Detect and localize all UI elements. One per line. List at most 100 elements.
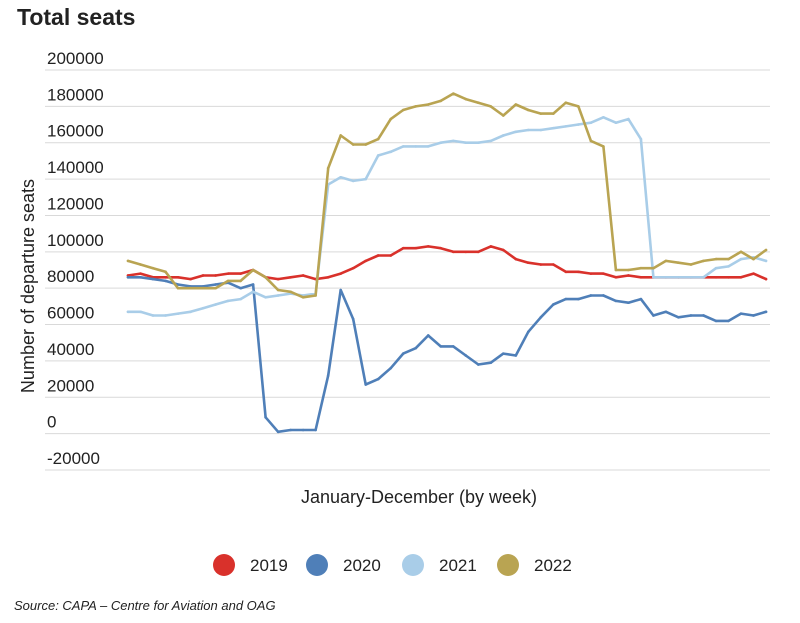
data-point <box>139 310 142 314</box>
data-point <box>314 428 317 432</box>
data-point <box>527 261 530 265</box>
data-point <box>552 263 555 266</box>
y-tick-label: 160000 <box>47 122 104 141</box>
data-point <box>276 277 280 281</box>
data-point <box>326 275 330 279</box>
data-point <box>226 272 230 275</box>
data-point <box>689 275 693 279</box>
data-point <box>214 303 217 306</box>
data-point <box>376 137 380 141</box>
data-point <box>739 312 743 315</box>
data-point <box>364 177 367 181</box>
data-point <box>401 246 405 250</box>
y-tick-label: -20000 <box>47 449 100 468</box>
data-point <box>527 330 530 334</box>
data-point <box>664 259 668 263</box>
data-point <box>727 275 730 279</box>
data-point <box>639 275 643 279</box>
data-point <box>339 134 342 137</box>
x-axis-title: January-December (by week) <box>301 487 537 507</box>
data-point <box>276 288 280 292</box>
data-point <box>401 108 405 112</box>
data-point <box>339 272 342 275</box>
data-point <box>589 294 593 297</box>
data-point <box>414 246 418 250</box>
data-point <box>714 266 718 270</box>
data-point <box>501 134 505 137</box>
legend-item-2021: 2021 <box>402 554 477 576</box>
data-point <box>126 259 130 263</box>
data-point <box>251 290 255 294</box>
data-point <box>539 315 543 319</box>
data-point <box>552 303 555 306</box>
data-point <box>314 294 317 297</box>
data-point <box>389 254 393 257</box>
data-point <box>451 250 455 254</box>
data-point <box>476 250 480 254</box>
data-point <box>326 374 330 377</box>
data-point <box>151 266 155 270</box>
data-point <box>514 257 518 261</box>
gridlines <box>45 69 770 471</box>
data-point <box>451 92 455 95</box>
source-note: Source: CAPA – Centre for Aviation and O… <box>14 598 276 613</box>
series-2022 <box>126 92 768 299</box>
data-point <box>451 139 455 143</box>
data-point <box>627 301 630 305</box>
y-axis-tick-labels: -20000 0 20000 40000 60000 80000 100000 120000 1… <box>47 49 104 468</box>
data-point <box>239 279 242 283</box>
data-point <box>589 121 593 125</box>
data-point <box>439 141 443 145</box>
data-point <box>664 275 668 279</box>
data-point <box>602 115 605 119</box>
data-point <box>301 274 305 277</box>
legend-label: 2019 <box>250 556 288 575</box>
data-point <box>664 310 668 314</box>
data-point <box>414 346 418 350</box>
data-point <box>739 257 743 261</box>
data-point <box>577 123 580 126</box>
data-point <box>639 297 643 301</box>
data-point <box>276 294 280 297</box>
data-point <box>226 299 230 303</box>
data-point <box>514 354 518 357</box>
legend-swatch <box>213 554 235 576</box>
data-point <box>552 112 555 115</box>
data-point <box>439 246 443 250</box>
data-point <box>201 286 205 290</box>
data-point <box>201 274 205 277</box>
data-point <box>577 270 580 274</box>
data-point <box>164 279 167 283</box>
data-point <box>351 179 355 183</box>
y-tick-label: 140000 <box>47 158 104 177</box>
data-point <box>752 314 755 317</box>
data-point <box>702 259 705 263</box>
data-point <box>464 97 468 101</box>
data-point <box>376 377 380 381</box>
data-point <box>639 137 643 141</box>
data-point <box>602 272 605 275</box>
data-point <box>364 143 367 146</box>
data-point <box>752 257 755 261</box>
data-point <box>589 272 593 275</box>
data-point <box>376 254 380 257</box>
data-point <box>264 295 267 299</box>
data-point <box>289 428 292 432</box>
data-point <box>539 112 543 115</box>
data-point <box>564 101 568 105</box>
data-point <box>464 250 468 254</box>
data-point <box>426 145 430 148</box>
data-point <box>752 272 755 275</box>
data-point <box>264 415 267 419</box>
data-point <box>414 145 418 148</box>
data-point <box>539 128 543 132</box>
data-point <box>702 314 705 317</box>
data-point <box>564 297 568 301</box>
data-point <box>577 297 580 301</box>
data-point <box>614 275 618 279</box>
legend-label: 2022 <box>534 556 572 575</box>
data-point <box>214 286 217 290</box>
data-point <box>139 263 142 266</box>
data-point <box>489 245 493 248</box>
data-point <box>514 103 518 106</box>
